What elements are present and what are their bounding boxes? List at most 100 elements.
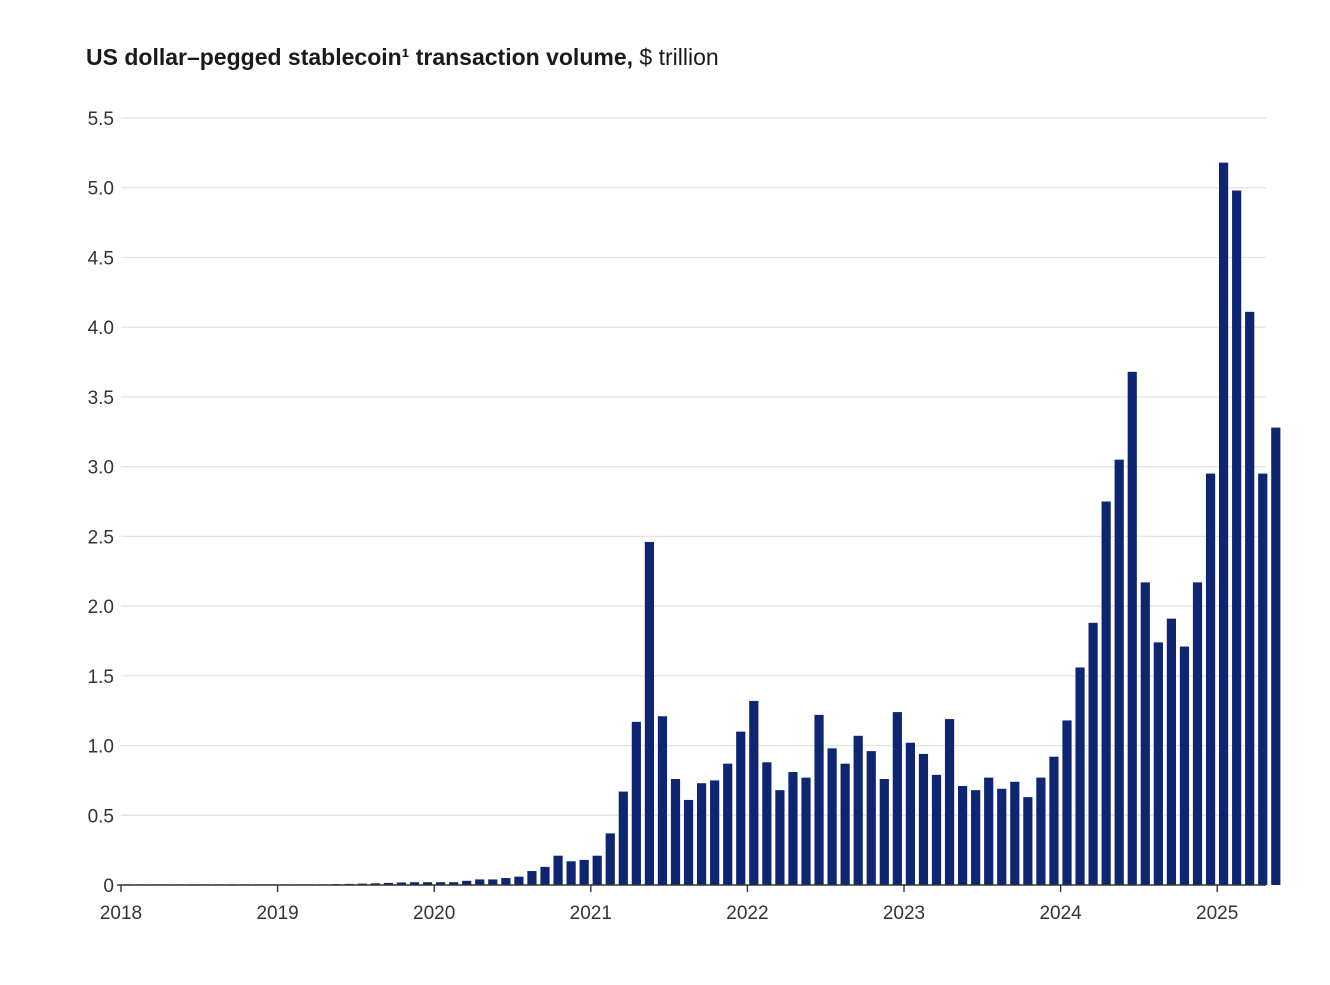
y-tick: 0.5 bbox=[88, 806, 114, 827]
bar bbox=[605, 833, 615, 885]
bar bbox=[409, 882, 420, 885]
bar bbox=[892, 712, 902, 885]
y-tick: 4.0 bbox=[88, 318, 114, 339]
bar bbox=[422, 882, 433, 885]
bar bbox=[383, 882, 393, 885]
bar bbox=[1258, 473, 1268, 885]
bar bbox=[1101, 501, 1111, 885]
bar bbox=[931, 774, 942, 885]
bar bbox=[631, 721, 641, 885]
bar bbox=[801, 777, 811, 885]
x-tick-label: 2023 bbox=[883, 903, 925, 924]
bar bbox=[1140, 582, 1150, 885]
bar bbox=[1192, 582, 1203, 885]
y-tick-label: 0.5 bbox=[88, 806, 114, 827]
bar bbox=[1062, 720, 1072, 885]
bar bbox=[618, 791, 628, 885]
bar bbox=[1232, 190, 1242, 885]
x-tick-label: 2024 bbox=[1039, 903, 1082, 924]
gridlines bbox=[121, 117, 1266, 816]
bar bbox=[853, 735, 863, 885]
bar bbox=[971, 790, 981, 885]
bar bbox=[396, 882, 407, 885]
bar bbox=[918, 753, 929, 885]
bar bbox=[1127, 371, 1137, 885]
x-tick-group: 2023 bbox=[883, 903, 925, 924]
bar bbox=[1088, 622, 1098, 885]
x-tick-label: 2018 bbox=[100, 903, 142, 924]
x-tick-label: 2020 bbox=[413, 903, 455, 924]
bar bbox=[670, 779, 681, 885]
bar bbox=[762, 762, 772, 885]
bar bbox=[462, 880, 472, 885]
bar bbox=[657, 716, 668, 885]
bar bbox=[814, 714, 824, 885]
bar bbox=[475, 879, 485, 885]
x-tick-label: 2025 bbox=[1196, 903, 1238, 924]
bar bbox=[449, 882, 459, 885]
y-tick: 5.0 bbox=[88, 179, 114, 200]
y-tick-label: 1.5 bbox=[88, 667, 114, 688]
bar bbox=[866, 751, 876, 885]
y-tick: 1.0 bbox=[88, 737, 114, 758]
y-tick-label: 4.0 bbox=[88, 318, 114, 339]
bar bbox=[775, 790, 785, 885]
bar bbox=[436, 882, 446, 885]
bar bbox=[1049, 756, 1059, 885]
bar bbox=[944, 719, 955, 885]
bar bbox=[905, 742, 915, 885]
axes: 0 0.5 1.0 1.5 2.0 2.5 3.0 3.5 4.0 4.5 5.0 5.5 2018 20… bbox=[88, 109, 1266, 924]
bar bbox=[736, 731, 746, 885]
y-tick: 1.5 bbox=[88, 667, 114, 688]
x-tick-group: 2024 bbox=[1039, 903, 1082, 924]
bar bbox=[1075, 667, 1085, 885]
bar bbox=[1271, 427, 1281, 885]
y-tick: 0 bbox=[103, 876, 114, 897]
y-tick: 2.5 bbox=[88, 527, 114, 548]
y-tick-label: 3.5 bbox=[88, 388, 114, 409]
y-tick: 3.5 bbox=[88, 388, 114, 409]
bar bbox=[827, 748, 837, 885]
bar bbox=[370, 883, 380, 885]
x-tick-group: 2020 bbox=[413, 903, 455, 924]
bar bbox=[540, 866, 550, 885]
bar bbox=[723, 763, 733, 885]
bar bbox=[1114, 459, 1124, 885]
x-tick-label: 2022 bbox=[726, 903, 768, 924]
bar bbox=[984, 777, 994, 885]
x-tick-group: 2022 bbox=[726, 903, 768, 924]
bar bbox=[710, 780, 720, 885]
bar bbox=[788, 772, 798, 885]
bar bbox=[1219, 162, 1229, 885]
x-tick-label: 2021 bbox=[570, 903, 612, 924]
bar bbox=[749, 700, 759, 885]
y-tick-label: 3.0 bbox=[88, 458, 114, 479]
bar bbox=[1179, 646, 1190, 885]
y-tick-label: 2.0 bbox=[88, 597, 114, 618]
chart-title: US dollar–pegged stablecoin¹ transaction… bbox=[86, 44, 719, 71]
y-tick: 2.0 bbox=[88, 597, 114, 618]
x-tick-label: 2019 bbox=[256, 903, 298, 924]
bar bbox=[1036, 777, 1046, 885]
bar bbox=[566, 861, 576, 885]
bar bbox=[501, 878, 511, 885]
y-tick: 3.0 bbox=[88, 458, 114, 479]
x-tick-group: 2018 bbox=[100, 903, 142, 924]
y-tick-label: 5.5 bbox=[88, 109, 114, 130]
bar bbox=[1023, 797, 1033, 885]
bar bbox=[697, 783, 707, 885]
bar bbox=[1166, 618, 1176, 885]
bar bbox=[579, 859, 589, 885]
bar bbox=[553, 855, 563, 885]
bar bbox=[1205, 473, 1216, 885]
y-tick: 5.5 bbox=[88, 109, 114, 130]
y-tick-label: 5.0 bbox=[88, 179, 114, 200]
x-tick-group: 2025 bbox=[1196, 903, 1238, 924]
bar bbox=[683, 799, 694, 885]
bar bbox=[1245, 311, 1255, 886]
y-tick-label: 2.5 bbox=[88, 527, 114, 548]
bar bbox=[997, 788, 1007, 885]
y-tick-label: 0 bbox=[103, 876, 114, 897]
chart-title-unit: $ trillion bbox=[639, 44, 719, 70]
